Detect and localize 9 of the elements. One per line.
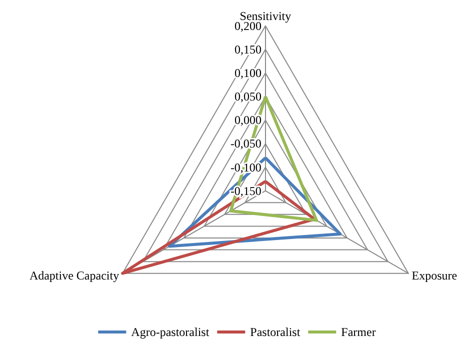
spoke-label: Sensitivity bbox=[240, 8, 292, 23]
legend-label: Agro-pastoralist bbox=[131, 325, 210, 339]
legend-label: Farmer bbox=[341, 325, 376, 339]
legend-label: Pastoralist bbox=[250, 325, 301, 339]
y-tick-label: 0,050 bbox=[234, 90, 262, 104]
y-tick-label: 0,150 bbox=[234, 42, 262, 56]
spoke-label: Adaptive Capacity bbox=[29, 268, 120, 282]
spoke-label: Exposure bbox=[412, 268, 458, 282]
y-tick-label: 0,100 bbox=[234, 66, 262, 80]
